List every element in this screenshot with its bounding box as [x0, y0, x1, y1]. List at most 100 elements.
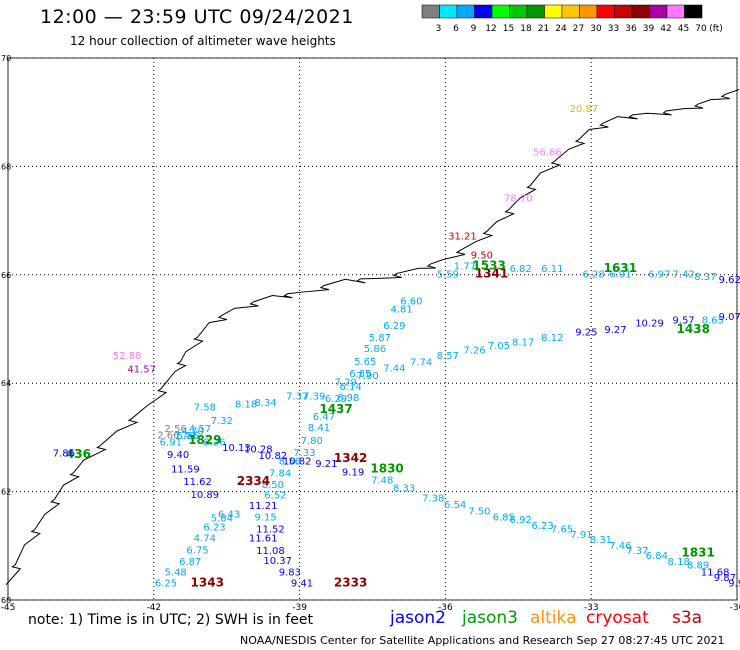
data-point-label: 6.98	[337, 393, 359, 404]
data-point-label: 4.70	[182, 427, 204, 438]
data-point-label: 9.41	[291, 578, 313, 589]
data-point-label: 7.50	[468, 506, 490, 517]
data-point-label: 1343	[191, 575, 224, 589]
data-point-label: 6.97	[648, 270, 670, 281]
colorbar-swatch	[684, 4, 703, 19]
data-point-label: 8.89	[687, 561, 709, 572]
colorbar-tick-label: 15	[503, 24, 514, 34]
data-point-label: 8.34	[254, 398, 276, 409]
x-tick-label: -45	[1, 603, 16, 613]
data-point-label: 5.36	[177, 431, 199, 442]
data-point-label: 5.84	[211, 513, 233, 524]
colorbar-tick-label: 27	[573, 24, 584, 34]
data-point-label: 7.80	[301, 436, 323, 447]
data-point-label: 7.84	[269, 468, 291, 479]
colorbar-tick-label: 18	[520, 24, 532, 34]
data-point-label: 7.90	[357, 371, 379, 382]
data-point-label: 1438	[677, 322, 710, 336]
data-point-label: 9.15	[254, 512, 276, 523]
data-point-label: 11.08	[256, 546, 285, 557]
data-point-label: 11.68	[701, 568, 730, 579]
data-point-label: 1631	[604, 261, 637, 275]
data-point-label: 8.41	[308, 423, 330, 434]
data-point-label: 10.29	[635, 318, 664, 329]
data-point-label: 7.86	[53, 448, 75, 459]
data-point-label: 6.54	[444, 500, 466, 511]
legend-cryosat: cryosat	[586, 608, 649, 628]
coastline	[5, 89, 740, 586]
colorbar-tick-label: 6	[453, 24, 459, 34]
data-point-label: 8.37	[694, 272, 716, 283]
colorbar-unit: (ft)	[709, 24, 723, 34]
data-point-label: 10.28	[244, 445, 273, 456]
data-point-label: 11.62	[183, 477, 212, 488]
data-point-label: 6.28	[582, 270, 604, 281]
data-point-label: 8.56	[279, 457, 301, 468]
data-point-label: 1830	[370, 462, 403, 476]
y-tick-label: 68	[1, 162, 11, 171]
data-point-label: 6.25	[155, 578, 177, 589]
data-point-label: 6.85	[493, 512, 515, 523]
data-point-label: 52.88	[113, 351, 142, 362]
x-tick-label: -36	[438, 603, 453, 613]
colorbar-tick-label: 33	[608, 24, 619, 34]
colorbar-tick-label: 39	[643, 24, 655, 34]
data-point-label: 7.65	[551, 524, 573, 535]
data-point-label: 8.18	[668, 557, 690, 568]
data-point-label: 6.11	[541, 264, 563, 275]
data-point-label: 7.42	[672, 270, 694, 281]
data-point-label: 8.18	[235, 400, 257, 411]
legend-jason3: jason3	[462, 608, 518, 628]
data-point-label: 6.23	[531, 521, 553, 532]
data-point-label: 2.56	[165, 424, 187, 435]
y-tick-label: 70	[1, 54, 11, 63]
colorbar-legend: 3 6 9 12 15 18 21 24 27 30 33 36 39 42 45 70 (ft)	[421, 4, 723, 34]
data-point-label: 1829	[188, 433, 221, 447]
data-point-label: 5.65	[354, 357, 376, 368]
data-point-label: 6.91	[160, 438, 182, 449]
x-tick-label: -30	[730, 603, 740, 613]
data-point-label: 7.29	[335, 377, 357, 388]
data-point-label: 78.70	[504, 194, 533, 205]
footnote: note: 1) Time is in UTC; 2) SWH is in fe…	[28, 612, 314, 628]
data-point-label: 6.23	[203, 523, 225, 534]
data-point-label: 41.57	[127, 364, 156, 375]
data-point-label: 9.50	[471, 251, 493, 262]
data-point-label: 7.44	[383, 363, 405, 374]
data-point-label: 6.85	[349, 369, 371, 380]
data-point-label: 2334	[237, 474, 270, 488]
data-point-label: 7.26	[463, 345, 485, 356]
chart-subtitle: 12 hour collection of altimeter wave hei…	[70, 34, 336, 48]
data-point-label: 6.75	[186, 545, 208, 556]
colorbar-tick-label: 42	[660, 24, 671, 34]
y-tick-label: 64	[1, 379, 11, 388]
data-point-label: 5.48	[165, 568, 187, 579]
legend-s3a: s3a	[672, 608, 703, 628]
data-point-label: 6.47	[313, 412, 335, 423]
x-tick-label: -33	[584, 603, 599, 613]
data-point-label: 8.12	[541, 333, 563, 344]
data-point-label: 9.93	[728, 578, 740, 589]
y-tick-label: 62	[1, 488, 11, 497]
data-point-label: 9.19	[342, 467, 364, 478]
data-point-label: 11.21	[249, 501, 278, 512]
data-point-label: 9.25	[575, 328, 597, 339]
data-point-label: 9.07	[719, 312, 740, 323]
data-point-label: 7.39	[303, 391, 325, 402]
data-point-label: 8.57	[437, 351, 459, 362]
data-point-label: 7.05	[488, 341, 510, 352]
colorbar-tick-label: 45	[678, 24, 689, 34]
data-point-label: 56.86	[533, 148, 562, 159]
legend-altika: altika	[530, 608, 577, 628]
data-point-label: 9.87	[714, 573, 736, 584]
data-point-label: 31.21	[448, 232, 477, 243]
data-point-label: 1342	[334, 451, 367, 465]
legend-jason2: jason2	[390, 608, 446, 628]
data-point-label: 7.48	[371, 475, 393, 486]
data-point-label: 10.13	[222, 443, 251, 454]
data-point-label: 6.14	[339, 382, 361, 393]
data-point-label: 9.27	[604, 325, 626, 336]
data-point-label: 2333	[334, 575, 367, 589]
data-point-label: 6.84	[646, 551, 668, 562]
